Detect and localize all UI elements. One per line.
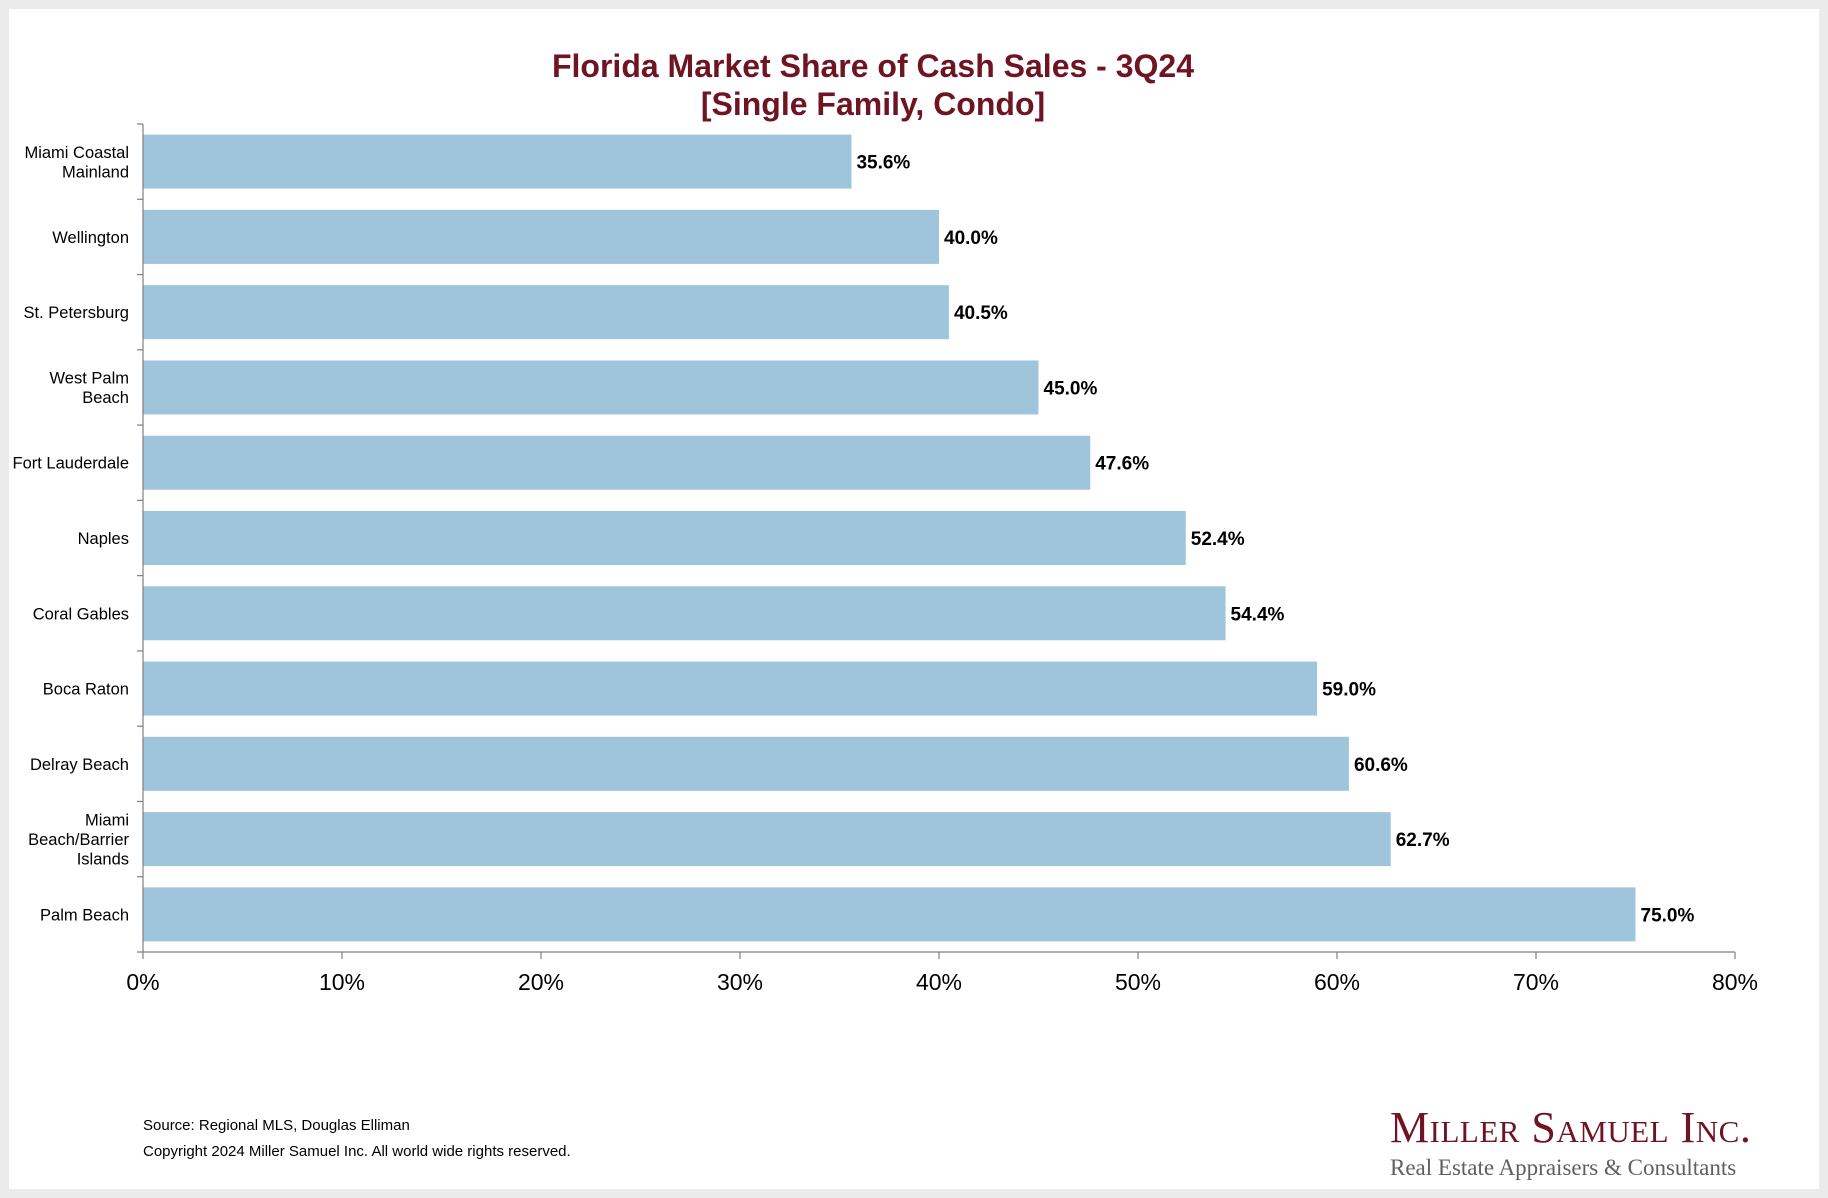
chart-title: Florida Market Share of Cash Sales - 3Q2… bbox=[552, 48, 1194, 84]
bar bbox=[143, 435, 1091, 490]
category-label: Miami Coastal Mainland bbox=[24, 144, 129, 182]
category-label: West Palm Beach bbox=[50, 370, 129, 408]
x-tick-label: 20% bbox=[518, 969, 564, 995]
bar-value-label: 40.0% bbox=[944, 228, 998, 249]
category-label: Miami Beach/Barrier Islands bbox=[28, 812, 129, 869]
x-tick-label: 70% bbox=[1513, 969, 1559, 995]
bar bbox=[143, 209, 939, 264]
logo-tagline: Real Estate Appraisers & Consultants bbox=[1390, 1155, 1737, 1180]
bar-value-label: 75.0% bbox=[1641, 905, 1695, 926]
x-tick-label: 50% bbox=[1115, 969, 1161, 995]
source-text: Source: Regional MLS, Douglas Elliman bbox=[143, 1117, 410, 1134]
bar-value-label: 62.7% bbox=[1396, 830, 1450, 851]
bar bbox=[143, 887, 1636, 942]
bar bbox=[143, 812, 1391, 867]
category-label: Naples bbox=[78, 530, 129, 548]
bar-value-label: 59.0% bbox=[1322, 680, 1376, 701]
category-label: St. Petersburg bbox=[24, 304, 129, 322]
logo-company-name: Miller Samuel Inc. bbox=[1390, 1103, 1752, 1152]
bar-value-label: 47.6% bbox=[1095, 454, 1149, 475]
bar-value-label: 45.0% bbox=[1044, 378, 1098, 399]
plot-area: 35.6% Miami Coastal Mainland 40.0% Wellingto… bbox=[13, 123, 1758, 995]
bar bbox=[143, 134, 852, 189]
bar bbox=[143, 586, 1226, 641]
category-label: Boca Raton bbox=[43, 681, 129, 699]
bar-value-label: 60.6% bbox=[1354, 755, 1408, 776]
x-tick-label: 0% bbox=[126, 969, 159, 995]
company-logo: Miller Samuel Inc. Real Estate Appraiser… bbox=[1390, 1105, 1760, 1183]
category-label: Fort Lauderdale bbox=[13, 455, 130, 473]
source-note: Source: Regional MLS, Douglas Elliman Co… bbox=[143, 1113, 571, 1165]
category-label: Delray Beach bbox=[30, 756, 129, 774]
bar bbox=[143, 360, 1039, 415]
bar-value-label: 40.5% bbox=[954, 303, 1008, 324]
category-label: Palm Beach bbox=[40, 906, 129, 924]
x-tick-label: 60% bbox=[1314, 969, 1360, 995]
bar bbox=[143, 511, 1186, 565]
x-tick-label: 30% bbox=[717, 969, 763, 995]
bar-value-label: 54.4% bbox=[1231, 604, 1285, 625]
x-tick-label: 80% bbox=[1712, 969, 1758, 995]
bar bbox=[143, 661, 1318, 716]
bar-value-label: 35.6% bbox=[856, 153, 910, 174]
bar bbox=[143, 736, 1349, 791]
x-tick-label: 40% bbox=[916, 969, 962, 995]
x-tick-label: 10% bbox=[319, 969, 365, 995]
bar bbox=[143, 285, 949, 340]
chart-subtitle: [Single Family, Condo] bbox=[701, 86, 1045, 122]
copyright-text: Copyright 2024 Miller Samuel Inc. All wo… bbox=[143, 1143, 571, 1160]
category-label: Coral Gables bbox=[33, 605, 129, 623]
bar-value-label: 52.4% bbox=[1191, 529, 1245, 550]
category-label: Wellington bbox=[52, 229, 129, 247]
